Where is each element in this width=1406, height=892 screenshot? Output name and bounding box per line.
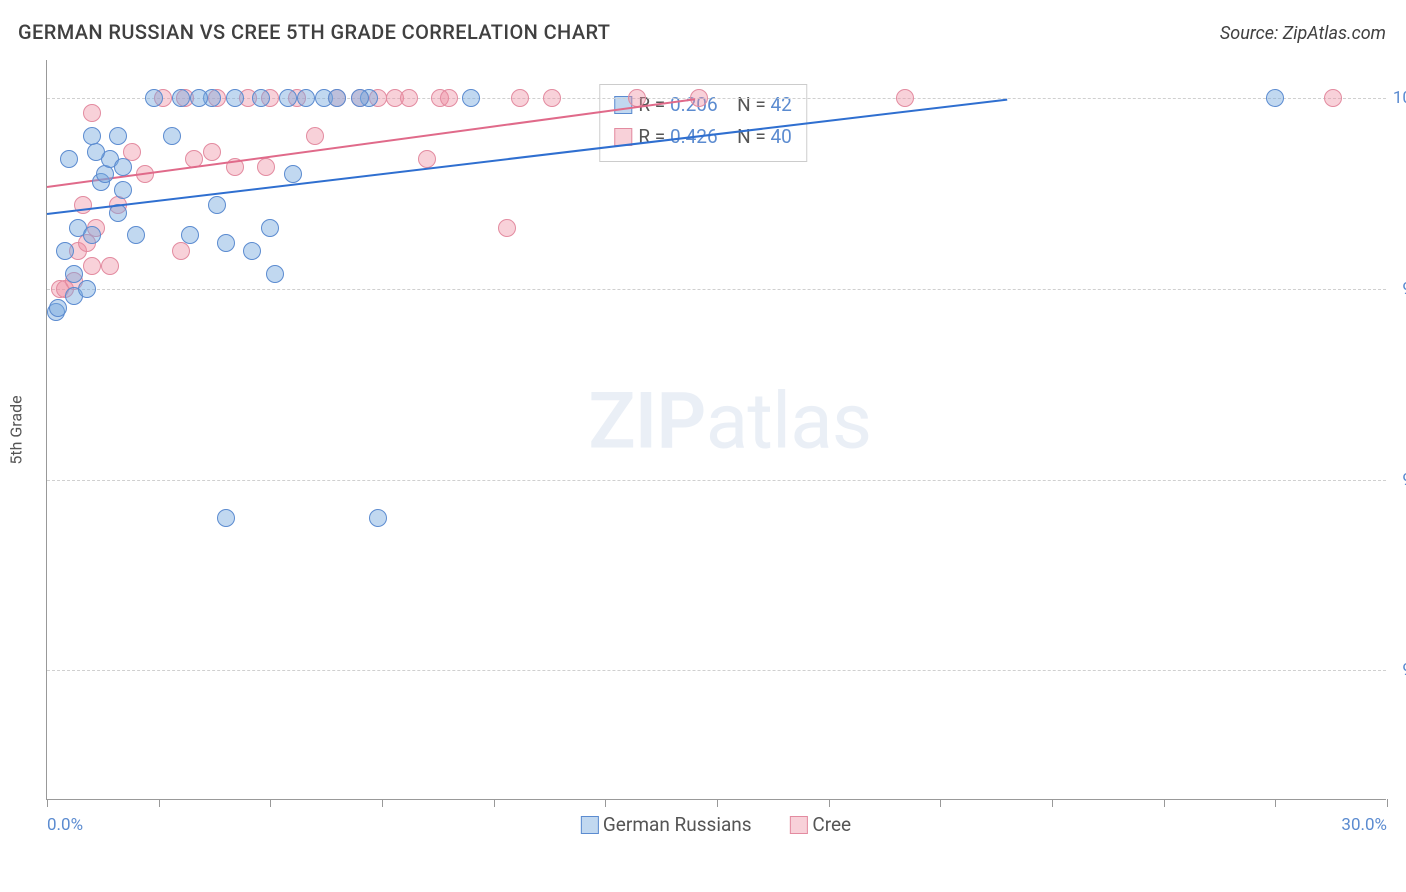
data-point — [65, 265, 83, 283]
gridline — [47, 289, 1386, 290]
watermark-atlas: atlas — [706, 377, 872, 468]
data-point — [172, 242, 190, 260]
data-point — [78, 280, 96, 298]
data-point — [49, 299, 67, 317]
data-point — [261, 219, 279, 237]
data-point — [181, 226, 199, 244]
data-point — [83, 127, 101, 145]
data-point — [306, 127, 324, 145]
data-point — [266, 265, 284, 283]
data-point — [217, 509, 235, 527]
data-point — [145, 89, 163, 107]
data-point — [114, 158, 132, 176]
data-point — [418, 150, 436, 168]
x-tick — [829, 799, 830, 807]
data-point — [297, 89, 315, 107]
watermark-zip: ZIP — [588, 377, 705, 468]
x-tick — [1164, 799, 1165, 807]
data-point — [400, 89, 418, 107]
legend-label: German Russians — [603, 813, 752, 836]
y-tick-label: 97.5% — [1390, 279, 1406, 299]
data-point — [163, 127, 181, 145]
data-point — [217, 234, 235, 252]
data-point — [440, 89, 458, 107]
y-tick-label: 100.0% — [1390, 88, 1406, 108]
gridline — [47, 670, 1386, 671]
watermark: ZIPatlas — [588, 377, 871, 468]
legend-swatch — [581, 816, 599, 834]
data-point — [498, 219, 516, 237]
data-point — [226, 89, 244, 107]
data-point — [83, 104, 101, 122]
data-point — [243, 242, 261, 260]
chart-title: GERMAN RUSSIAN VS CREE 5TH GRADE CORRELA… — [18, 20, 610, 44]
data-point — [208, 196, 226, 214]
x-tick — [494, 799, 495, 807]
gridline — [47, 480, 1386, 481]
data-point — [83, 257, 101, 275]
x-tick-label: 0.0% — [47, 815, 83, 835]
data-point — [203, 143, 221, 161]
x-tick — [940, 799, 941, 807]
x-tick — [1387, 799, 1388, 807]
x-tick — [717, 799, 718, 807]
data-point — [114, 181, 132, 199]
data-point — [284, 165, 302, 183]
data-point — [83, 226, 101, 244]
series-legend: German Russians Cree — [581, 813, 851, 836]
x-tick — [382, 799, 383, 807]
x-tick-label: 30.0% — [1341, 815, 1387, 835]
y-tick-label: 92.5% — [1390, 660, 1406, 680]
data-point — [1266, 89, 1284, 107]
data-point — [462, 89, 480, 107]
data-point — [1324, 89, 1342, 107]
legend-swatch — [790, 816, 808, 834]
x-tick — [270, 799, 271, 807]
data-point — [172, 89, 190, 107]
data-point — [252, 89, 270, 107]
y-axis-title: 5th Grade — [7, 395, 26, 464]
data-point — [369, 509, 387, 527]
plot-region: ZIPatlas R = 0.206 N = 42R = 0.426 N = 4… — [46, 60, 1386, 800]
y-tick-label: 95.0% — [1390, 470, 1406, 490]
data-point — [279, 89, 297, 107]
data-point — [101, 257, 119, 275]
data-point — [511, 89, 529, 107]
data-point — [328, 89, 346, 107]
x-tick — [605, 799, 606, 807]
x-tick — [159, 799, 160, 807]
data-point — [56, 242, 74, 260]
source-label: Source: ZipAtlas.com — [1220, 23, 1386, 44]
chart-area: 5th Grade ZIPatlas R = 0.206 N = 42R = 0… — [46, 60, 1386, 800]
legend-label: Cree — [812, 813, 851, 836]
data-point — [190, 89, 208, 107]
data-point — [60, 150, 78, 168]
x-tick — [1275, 799, 1276, 807]
data-point — [96, 165, 114, 183]
data-point — [351, 89, 369, 107]
data-point — [257, 158, 275, 176]
x-tick — [1052, 799, 1053, 807]
x-tick — [47, 799, 48, 807]
legend-row: R = 0.426 N = 40 — [614, 121, 791, 153]
data-point — [896, 89, 914, 107]
data-point — [127, 226, 145, 244]
data-point — [543, 89, 561, 107]
data-point — [109, 127, 127, 145]
